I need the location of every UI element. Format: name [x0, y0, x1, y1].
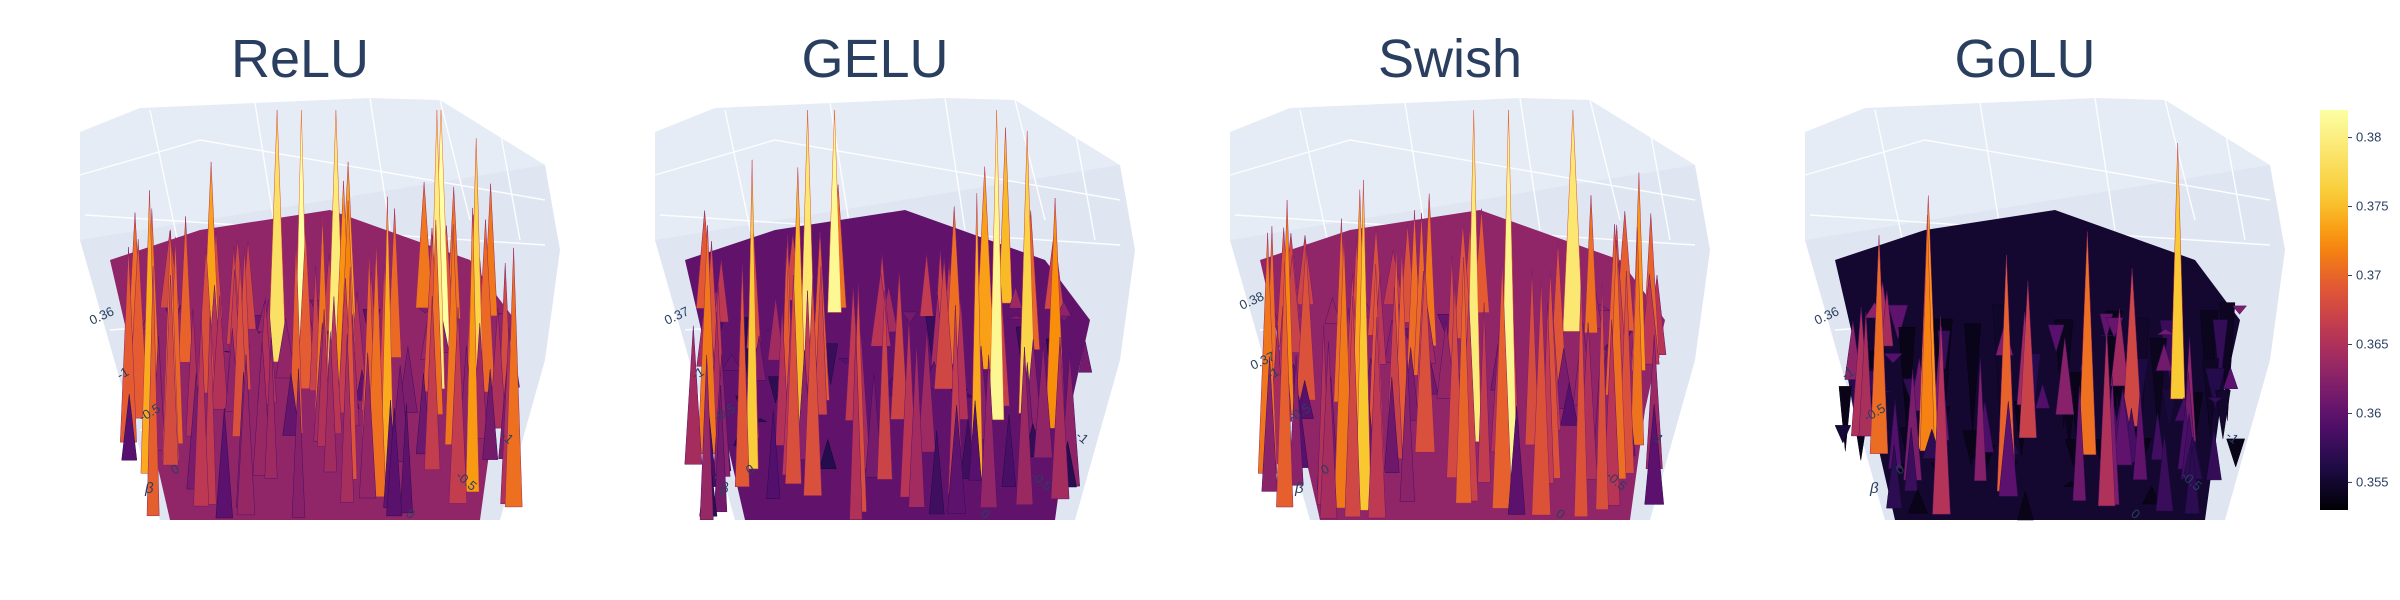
surface-plot[interactable]: 0.36-1-0.50β-1-0.50: [0, 0, 600, 600]
surface-panel-relu: 0.36 -1 -0.5 0 β -1 -0.5 0 ReLU: [0, 0, 600, 600]
surface-plot[interactable]: 0.37-1-0.50β-1-0.50: [575, 0, 1175, 600]
colorbar-tick-label: 0.37: [2356, 268, 2381, 283]
beta-axis-title: β: [144, 480, 154, 497]
colorbar-gradient: [2320, 110, 2348, 510]
colorbar-tick-label: 0.38: [2356, 130, 2381, 145]
beta-axis-title: β: [719, 480, 729, 497]
colorbar-tick-label: 0.355: [2356, 474, 2389, 489]
beta-axis-title: β: [1869, 480, 1879, 497]
panel-title: GoLU: [1725, 32, 2325, 86]
surface-panel-swish: 0.38 0.37 -1 -0.5 0 β -1 -0.5 0 Swish: [1150, 0, 1750, 600]
colorbar-tick-label: 0.36: [2356, 405, 2381, 420]
surface-spike: [1839, 386, 1852, 451]
colorbar: 0.38 0.375 0.37 0.365 0.36 0.355: [2300, 0, 2400, 600]
surface-panel-golu: 0.36 -1 -0.5 0 β -1 -0.5 0 GoLU: [1725, 0, 2325, 600]
panel-title: GELU: [575, 32, 1175, 86]
beta-axis-title: β: [1294, 480, 1304, 497]
surface-panel-gelu: 0.37 -1 -0.5 0 β -1 -0.5 0 GELU: [575, 0, 1175, 600]
colorbar-tick-label: 0.375: [2356, 199, 2389, 214]
colorbar-tick-label: 0.365: [2356, 336, 2389, 351]
panel-title: ReLU: [0, 32, 600, 86]
surface-plot[interactable]: 0.380.37-1-0.50β-1-0.50: [1150, 0, 1750, 600]
panel-title: Swish: [1150, 32, 1750, 86]
surface-plot[interactable]: 0.36-1-0.50β-1-0.50: [1725, 0, 2325, 600]
surface-spike: [1835, 425, 1851, 443]
